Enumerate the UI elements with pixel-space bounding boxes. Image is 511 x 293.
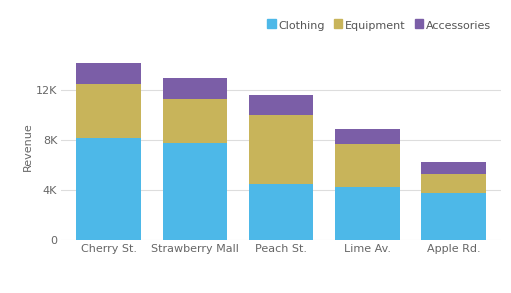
Legend: Clothing, Equipment, Accessories: Clothing, Equipment, Accessories [263, 17, 495, 36]
Bar [162, 78, 227, 99]
Bar [249, 184, 313, 240]
Bar [421, 174, 485, 193]
Y-axis label: Revenue: Revenue [23, 122, 33, 171]
Bar [249, 115, 313, 184]
Bar [162, 143, 227, 240]
Bar [162, 99, 227, 143]
Bar [77, 84, 141, 138]
Bar [77, 138, 141, 240]
Bar [335, 129, 400, 144]
Bar [421, 193, 485, 240]
Bar [249, 95, 313, 115]
Bar [77, 63, 141, 84]
Bar [421, 161, 485, 174]
Bar [335, 144, 400, 187]
Bar [335, 187, 400, 240]
